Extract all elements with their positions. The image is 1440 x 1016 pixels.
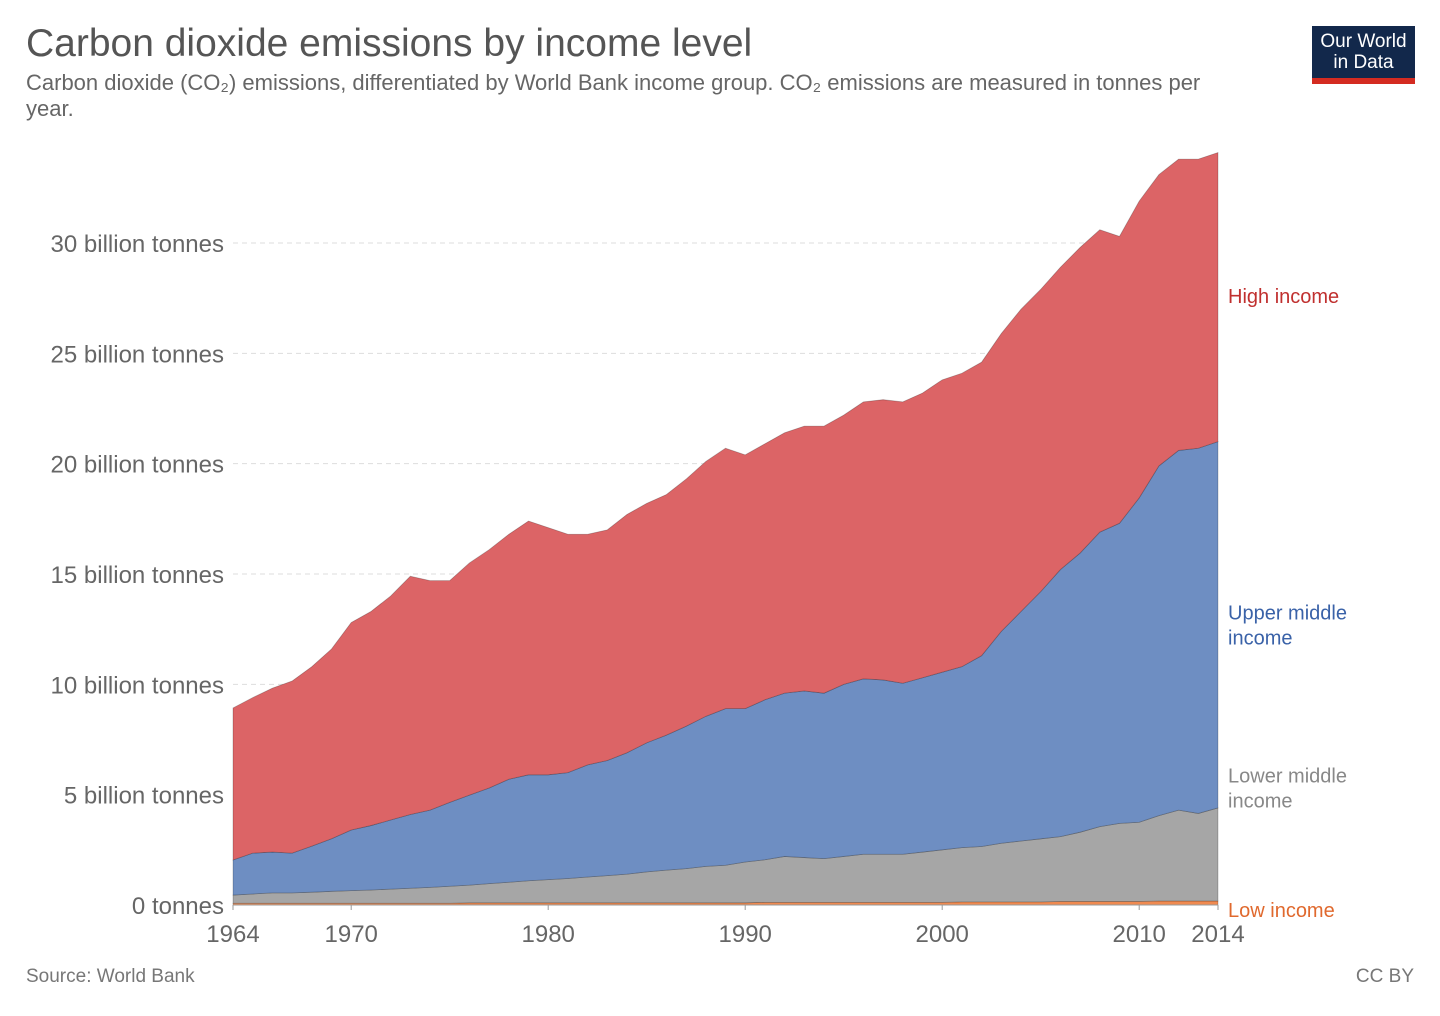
x-tick-label: 1980: [522, 921, 575, 948]
series-label: Low income: [1228, 900, 1335, 922]
owid-logo[interactable]: Our World in Data: [1312, 26, 1415, 84]
x-tick-label: 2000: [916, 921, 969, 948]
y-tick-label: 15 billion tonnes: [51, 562, 224, 589]
chart-subtitle: Carbon dioxide (CO₂) emissions, differen…: [26, 70, 1201, 121]
x-tick-label: 1990: [719, 921, 772, 948]
x-tick-label: 2014: [1191, 921, 1244, 948]
y-tick-label: 0 tonnes: [132, 893, 224, 920]
series-label: High income: [1228, 286, 1339, 308]
x-tick-label: 1970: [325, 921, 378, 948]
y-tick-label: 5 billion tonnes: [64, 783, 224, 810]
logo-text: Our World in Data: [1320, 31, 1407, 73]
x-tick-label: 2010: [1113, 921, 1166, 948]
series-label: Lower middle income: [1228, 765, 1347, 812]
x-tick-label: 1964: [206, 921, 259, 948]
chart-title: Carbon dioxide emissions by income level: [26, 22, 753, 65]
y-tick-label: 30 billion tonnes: [51, 231, 224, 258]
license-note[interactable]: CC BY: [1355, 966, 1414, 987]
y-tick-label: 20 billion tonnes: [51, 452, 224, 479]
area-high-income: [232, 151, 1219, 861]
y-tick-label: 25 billion tonnes: [51, 341, 224, 368]
source-note[interactable]: Source: World Bank: [26, 966, 195, 987]
series-label: Upper middle income: [1228, 602, 1347, 649]
y-tick-label: 10 billion tonnes: [51, 672, 224, 699]
